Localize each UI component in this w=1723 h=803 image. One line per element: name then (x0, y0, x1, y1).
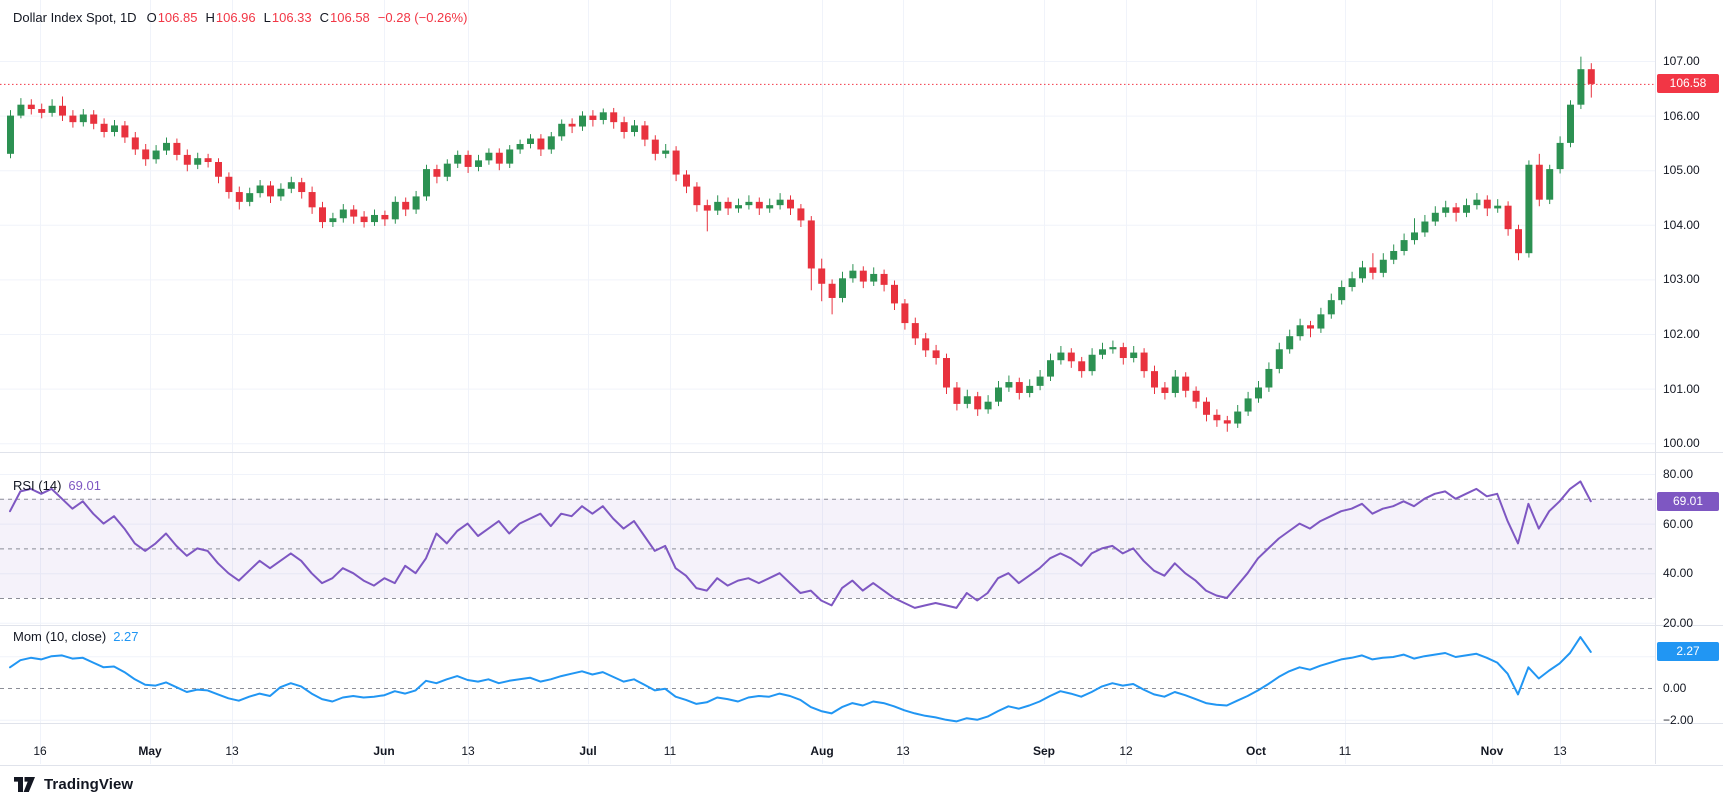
mom-value-tag: 2.27 (1657, 642, 1719, 662)
axis-tick-label: 104.00 (1663, 217, 1700, 232)
close-value: 106.58 (330, 10, 370, 25)
axis-tick-label: 107.00 (1663, 54, 1700, 68)
time-tick-label: Jul (579, 744, 597, 758)
axis-tick-label: 40.00 (1663, 566, 1694, 581)
rsi-legend: RSI (14) 69.01 (13, 478, 101, 493)
axis-tick-label: 106.00 (1663, 108, 1700, 123)
time-tick-label: 13 (896, 744, 910, 758)
time-tick-label: May (138, 744, 162, 758)
high-label: H (205, 10, 215, 25)
time-tick-label: 13 (225, 744, 239, 758)
axis-tick-label: 103.00 (1663, 272, 1700, 287)
last-price-tag: 106.58 (1657, 74, 1719, 94)
time-tick-label: 11 (1338, 744, 1352, 758)
axis-tick-label: 0.00 (1663, 681, 1687, 695)
time-tick-label: Jun (373, 744, 395, 758)
axis-tick-label: −2.00 (1663, 712, 1694, 727)
low-value: 106.33 (271, 10, 312, 25)
brand-name[interactable]: TradingView (44, 776, 134, 793)
time-tick-label: Sep (1032, 744, 1056, 758)
time-tick-label: 13 (461, 744, 475, 758)
tradingview-logo-icon[interactable] (14, 777, 36, 792)
symbol-title[interactable]: Dollar Index Spot, 1D (13, 10, 137, 25)
axis-tick-label: 20.00 (1663, 615, 1694, 630)
axis-tick-label: 60.00 (1663, 516, 1694, 531)
time-tick-label: Nov (1480, 744, 1504, 758)
footer: TradingView (0, 766, 1723, 803)
time-tick-label: 12 (1119, 744, 1133, 758)
time-tick-label: 16 (33, 744, 47, 758)
time-tick-label: 11 (663, 744, 677, 758)
time-tick-label: Aug (810, 744, 834, 758)
time-tick-label: 13 (1553, 744, 1567, 758)
change-value: −0.28 (−0.26%) (377, 10, 468, 25)
time-tick-label: Oct (1245, 744, 1267, 758)
axis-tick-label: 101.00 (1663, 381, 1700, 396)
high-value: 106.96 (215, 10, 256, 25)
mom-title[interactable]: Mom (10, close) (13, 629, 107, 644)
rsi-value-tag: 69.01 (1657, 491, 1719, 511)
low-label: L (263, 10, 271, 25)
rsi-value: 69.01 (68, 478, 101, 493)
open-value: 106.85 (157, 10, 198, 25)
mom-legend: Mom (10, close) 2.27 (13, 629, 139, 644)
axis-tick-label: 105.00 (1663, 163, 1700, 178)
chart-canvas[interactable] (0, 0, 1723, 766)
axis-tick-label: 102.00 (1663, 327, 1700, 341)
symbol-header: Dollar Index Spot, 1D O106.85 H106.96 L106.… (13, 10, 467, 25)
axis-tick-label: 80.00 (1663, 467, 1694, 481)
axis-tick-label: 100.00 (1663, 436, 1700, 451)
rsi-title[interactable]: RSI (14) (13, 478, 62, 493)
open-label: O (146, 10, 157, 25)
close-label: C (319, 10, 330, 25)
mom-value: 2.27 (113, 629, 139, 644)
